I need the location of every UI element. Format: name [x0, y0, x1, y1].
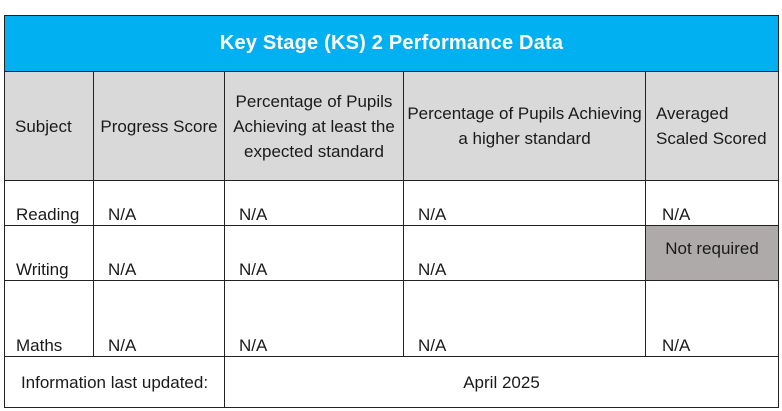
header-progress-score: Progress Score — [93, 71, 225, 181]
header-higher-standard: Percentage of Pupils Achieving a higher … — [403, 71, 646, 181]
progress-cell: N/A — [93, 225, 225, 281]
progress-cell: N/A — [93, 280, 225, 357]
title-row: Key Stage (KS) 2 Performance Data — [3, 15, 780, 72]
last-updated-label: Information last updated: — [4, 356, 225, 408]
expected-cell: N/A — [224, 280, 404, 357]
expected-cell: N/A — [224, 180, 404, 226]
header-averaged-scaled-scored: Averaged Scaled Scored — [644, 71, 780, 181]
scaled-cell: N/A — [644, 280, 780, 357]
not-required-cell: Not required — [644, 225, 780, 281]
header-row: Subject Progress Score Percentage of Pup… — [4, 71, 780, 181]
not-required-label: Not required — [665, 239, 759, 258]
subject-cell: Maths — [4, 280, 94, 357]
higher-cell: N/A — [403, 280, 646, 357]
expected-cell: N/A — [224, 225, 404, 281]
progress-cell: N/A — [93, 180, 225, 226]
table-row: Maths N/A N/A N/A N/A — [4, 280, 780, 357]
higher-cell: N/A — [403, 180, 646, 226]
last-updated-value: April 2025 — [223, 356, 780, 408]
table-row: Writing N/A N/A N/A Not required — [4, 225, 780, 281]
table-row: Reading N/A N/A N/A N/A — [4, 180, 780, 226]
header-subject: Subject — [4, 71, 94, 181]
table-title: Key Stage (KS) 2 Performance Data — [3, 15, 780, 72]
footer-row: Information last updated: April 2025 — [4, 356, 780, 408]
higher-cell: N/A — [403, 225, 646, 281]
ks2-performance-table: Key Stage (KS) 2 Performance Data Subjec… — [3, 15, 780, 408]
subject-cell: Writing — [4, 225, 94, 281]
scaled-cell: N/A — [644, 180, 780, 226]
subject-cell: Reading — [4, 180, 94, 226]
header-expected-standard: Percentage of Pupils Achieving at least … — [224, 71, 404, 181]
